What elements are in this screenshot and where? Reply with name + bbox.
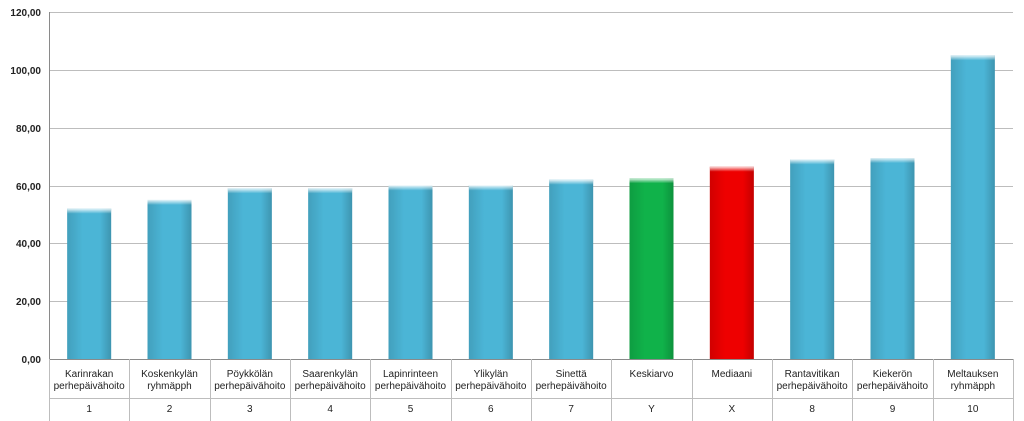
x-axis: Karinrakanperhepäivähoito1Koskenkylänryh… [49,359,1014,421]
gridlines [49,12,1013,360]
bar-shade [147,199,192,359]
x-tick-label: ryhmäpph [147,381,191,392]
bar [147,199,192,359]
bar-cap [790,159,835,165]
bar [549,179,594,359]
y-tick-label: 60,00 [16,182,41,193]
bar-cap [308,188,353,194]
bar-cap [629,178,674,184]
x-category-code: 8 [809,404,815,415]
x-category-code: 5 [408,404,414,415]
bar-cap [950,55,995,61]
bar-shade [227,188,272,359]
bar-shade [549,179,594,359]
bar-cap [549,179,594,185]
x-category-code: 4 [327,404,333,415]
bar [950,55,995,359]
x-tick-label: perhepäivähoito [54,381,126,392]
x-tick-label: perhepäivähoito [857,381,929,392]
bar [67,208,112,359]
bar-cap [67,208,112,214]
y-tick-label: 20,00 [16,297,41,308]
x-tick-label: perhepäivähoito [295,381,367,392]
x-tick-label: perhepäivähoito [536,381,608,392]
x-category-code: 10 [967,404,979,415]
x-category-code: X [728,404,735,415]
y-tick-label: 0,00 [22,355,42,366]
bars [67,55,995,359]
x-category-code: 1 [86,404,92,415]
x-tick-label: ryhmäpph [951,381,995,392]
y-axis: 0,00 20,00 40,00 60,00 80,00 100,00 120,00 [10,8,50,366]
bar-shade [870,158,915,359]
y-tick-label: 40,00 [16,239,41,250]
x-tick-label: Meltauksen [947,369,998,380]
bar [388,185,433,359]
bar-cap [388,185,433,191]
bar-shade [388,185,433,359]
y-tick-label: 120,00 [10,8,41,19]
bar-shade [790,159,835,359]
bar [709,166,754,359]
x-category-code: 2 [167,404,173,415]
x-category-code: 9 [890,404,896,415]
bar-cap [709,166,754,172]
bar-shade [709,166,754,359]
x-tick-label: perhepäivähoito [455,381,527,392]
x-category-code: 3 [247,404,253,415]
bar-cap [870,158,915,164]
bar-shade [950,55,995,359]
y-tick-label: 80,00 [16,124,41,135]
x-tick-label: perhepäivähoito [214,381,286,392]
bar [629,178,674,359]
x-tick-label: Lapinrinteen [383,369,438,380]
bar-shade [67,208,112,359]
bar-shade [468,185,513,359]
x-tick-label: Ylikylän [474,369,508,380]
x-tick-label: Pöykkölän [227,369,273,380]
bar [468,185,513,359]
x-tick-label: perhepäivähoito [777,381,849,392]
bar [790,159,835,359]
x-tick-label: Koskenkylän [141,369,198,380]
x-tick-label: Kiekerön [873,369,912,380]
bar-cap [227,188,272,194]
y-tick-label: 100,00 [10,66,41,77]
bar [227,188,272,359]
x-tick-label: Saarenkylän [302,369,358,380]
x-tick-label: Sinettä [556,369,588,380]
x-category-code: 6 [488,404,494,415]
x-tick-label: Karinrakan [65,369,113,380]
bar [870,158,915,359]
bar-cap [468,185,513,191]
x-tick-label: Mediaani [712,369,753,380]
x-category-code: 7 [568,404,574,415]
x-tick-label: Rantavitikan [785,369,840,380]
bar-cap [147,199,192,205]
x-category-code: Y [648,404,655,415]
bar [308,188,353,359]
x-tick-label: perhepäivähoito [375,381,447,392]
bar-shade [629,178,674,359]
x-tick-label: Keskiarvo [630,369,674,380]
bar-shade [308,188,353,359]
